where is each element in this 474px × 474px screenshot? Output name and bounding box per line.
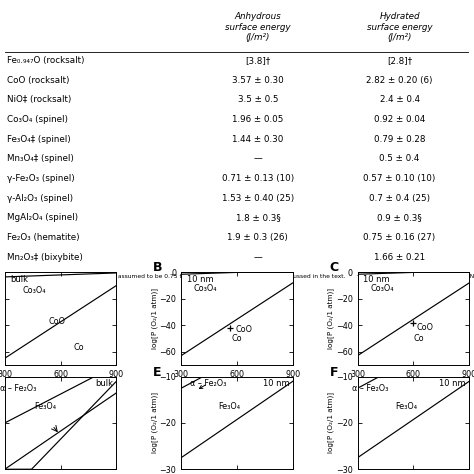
Text: 0.79 ± 0.28: 0.79 ± 0.28: [374, 135, 425, 144]
Text: α – Fe₂O₃: α – Fe₂O₃: [190, 379, 226, 389]
Text: Fe₀.₉₄₇O (rocksalt): Fe₀.₉₄₇O (rocksalt): [7, 56, 84, 65]
Text: E: E: [153, 365, 162, 379]
Text: 3.5 ± 0.5: 3.5 ± 0.5: [237, 95, 278, 104]
Text: NiO‡ (rocksalt): NiO‡ (rocksalt): [7, 95, 72, 104]
Text: 0.57 ± 0.10 (10): 0.57 ± 0.10 (10): [364, 174, 436, 183]
Text: CoO: CoO: [416, 323, 433, 332]
Text: 0.7 ± 0.4 (25): 0.7 ± 0.4 (25): [369, 194, 430, 203]
Text: 10 nm: 10 nm: [263, 379, 290, 388]
Text: 2.82 ± 0.20 (6): 2.82 ± 0.20 (6): [366, 75, 433, 84]
Text: 3.57 ± 0.30: 3.57 ± 0.30: [232, 75, 284, 84]
Text: *Energy of hydrated metal surface is assumed to be 0.75 that of the anhydrous su: *Energy of hydrated metal surface is ass…: [5, 274, 474, 279]
Text: CoO: CoO: [236, 325, 253, 334]
Text: Co: Co: [74, 343, 84, 352]
Text: F: F: [330, 365, 338, 379]
Text: Co₃O₄: Co₃O₄: [23, 286, 46, 295]
Y-axis label: log[P (O₂/1 atm)]: log[P (O₂/1 atm)]: [151, 288, 158, 349]
Text: Hydrated
surface energy
(J/m²): Hydrated surface energy (J/m²): [367, 12, 432, 42]
Text: Co₃O₄: Co₃O₄: [193, 283, 217, 292]
Y-axis label: log[P (O₂/1 atm)]: log[P (O₂/1 atm)]: [151, 392, 158, 454]
Text: α – Fe₂O₃: α – Fe₂O₃: [0, 384, 36, 393]
Text: 1.96 ± 0.05: 1.96 ± 0.05: [232, 115, 283, 124]
Text: 0.75 ± 0.16 (27): 0.75 ± 0.16 (27): [364, 233, 436, 242]
Text: C: C: [330, 261, 339, 274]
Text: α – Fe₂O₃: α – Fe₂O₃: [353, 384, 389, 393]
Text: 10 nm: 10 nm: [187, 275, 213, 284]
Text: 1.8 ± 0.3§: 1.8 ± 0.3§: [236, 213, 280, 222]
Text: 0.9 ± 0.3§: 0.9 ± 0.3§: [377, 213, 422, 222]
Text: γ-Fe₂O₃ (spinel): γ-Fe₂O₃ (spinel): [7, 174, 75, 183]
Text: 10 nm: 10 nm: [363, 275, 390, 284]
Text: Co: Co: [232, 334, 242, 343]
Text: Mn₃O₄‡ (spinel): Mn₃O₄‡ (spinel): [7, 155, 74, 164]
Text: 1.66 ± 0.21: 1.66 ± 0.21: [374, 253, 425, 262]
Text: Fe₃O₄‡ (spinel): Fe₃O₄‡ (spinel): [7, 135, 71, 144]
Text: Fe₂O₃ (hematite): Fe₂O₃ (hematite): [7, 233, 80, 242]
Text: [3.8]†: [3.8]†: [245, 56, 271, 65]
Text: —: —: [254, 155, 262, 164]
Text: CoO: CoO: [48, 317, 65, 326]
Text: Co: Co: [414, 334, 424, 343]
Text: [2.8]†: [2.8]†: [387, 56, 412, 65]
Text: Fe₃O₄: Fe₃O₄: [35, 402, 57, 411]
Text: 10 nm: 10 nm: [439, 379, 466, 388]
Y-axis label: log[P (O₂/1 atm)]: log[P (O₂/1 atm)]: [328, 392, 335, 454]
Text: B: B: [153, 261, 163, 274]
Text: 0.71 ± 0.13 (10): 0.71 ± 0.13 (10): [222, 174, 294, 183]
Text: bulk: bulk: [10, 275, 28, 284]
Text: 0.92 ± 0.04: 0.92 ± 0.04: [374, 115, 425, 124]
X-axis label: Temperature (K): Temperature (K): [28, 381, 93, 390]
Text: —: —: [254, 253, 262, 262]
Text: Anhydrous
surface energy
(J/m²): Anhydrous surface energy (J/m²): [225, 12, 291, 42]
Text: bulk: bulk: [95, 379, 113, 388]
Text: 2.4 ± 0.4: 2.4 ± 0.4: [380, 95, 419, 104]
X-axis label: Temperature (K): Temperature (K): [381, 381, 446, 390]
Text: CoO (rocksalt): CoO (rocksalt): [7, 75, 70, 84]
Text: Fe₃O₄: Fe₃O₄: [219, 402, 241, 411]
Text: Co₃O₄: Co₃O₄: [370, 283, 393, 292]
Text: Fe₃O₄: Fe₃O₄: [395, 402, 417, 411]
Text: 0.5 ± 0.4: 0.5 ± 0.4: [379, 155, 420, 164]
Text: γ-Al₂O₃ (spinel): γ-Al₂O₃ (spinel): [7, 194, 73, 203]
Text: Mn₂O₃‡ (bixybite): Mn₂O₃‡ (bixybite): [7, 253, 83, 262]
X-axis label: Temperature (K): Temperature (K): [204, 381, 270, 390]
Text: MgAl₂O₄ (spinel): MgAl₂O₄ (spinel): [7, 213, 78, 222]
Y-axis label: log[P (O₂/1 atm)]: log[P (O₂/1 atm)]: [328, 288, 335, 349]
Text: 1.44 ± 0.30: 1.44 ± 0.30: [232, 135, 283, 144]
Text: 1.53 ± 0.40 (25): 1.53 ± 0.40 (25): [222, 194, 294, 203]
Text: 1.9 ± 0.3 (26): 1.9 ± 0.3 (26): [228, 233, 288, 242]
Text: Co₃O₄ (spinel): Co₃O₄ (spinel): [7, 115, 68, 124]
